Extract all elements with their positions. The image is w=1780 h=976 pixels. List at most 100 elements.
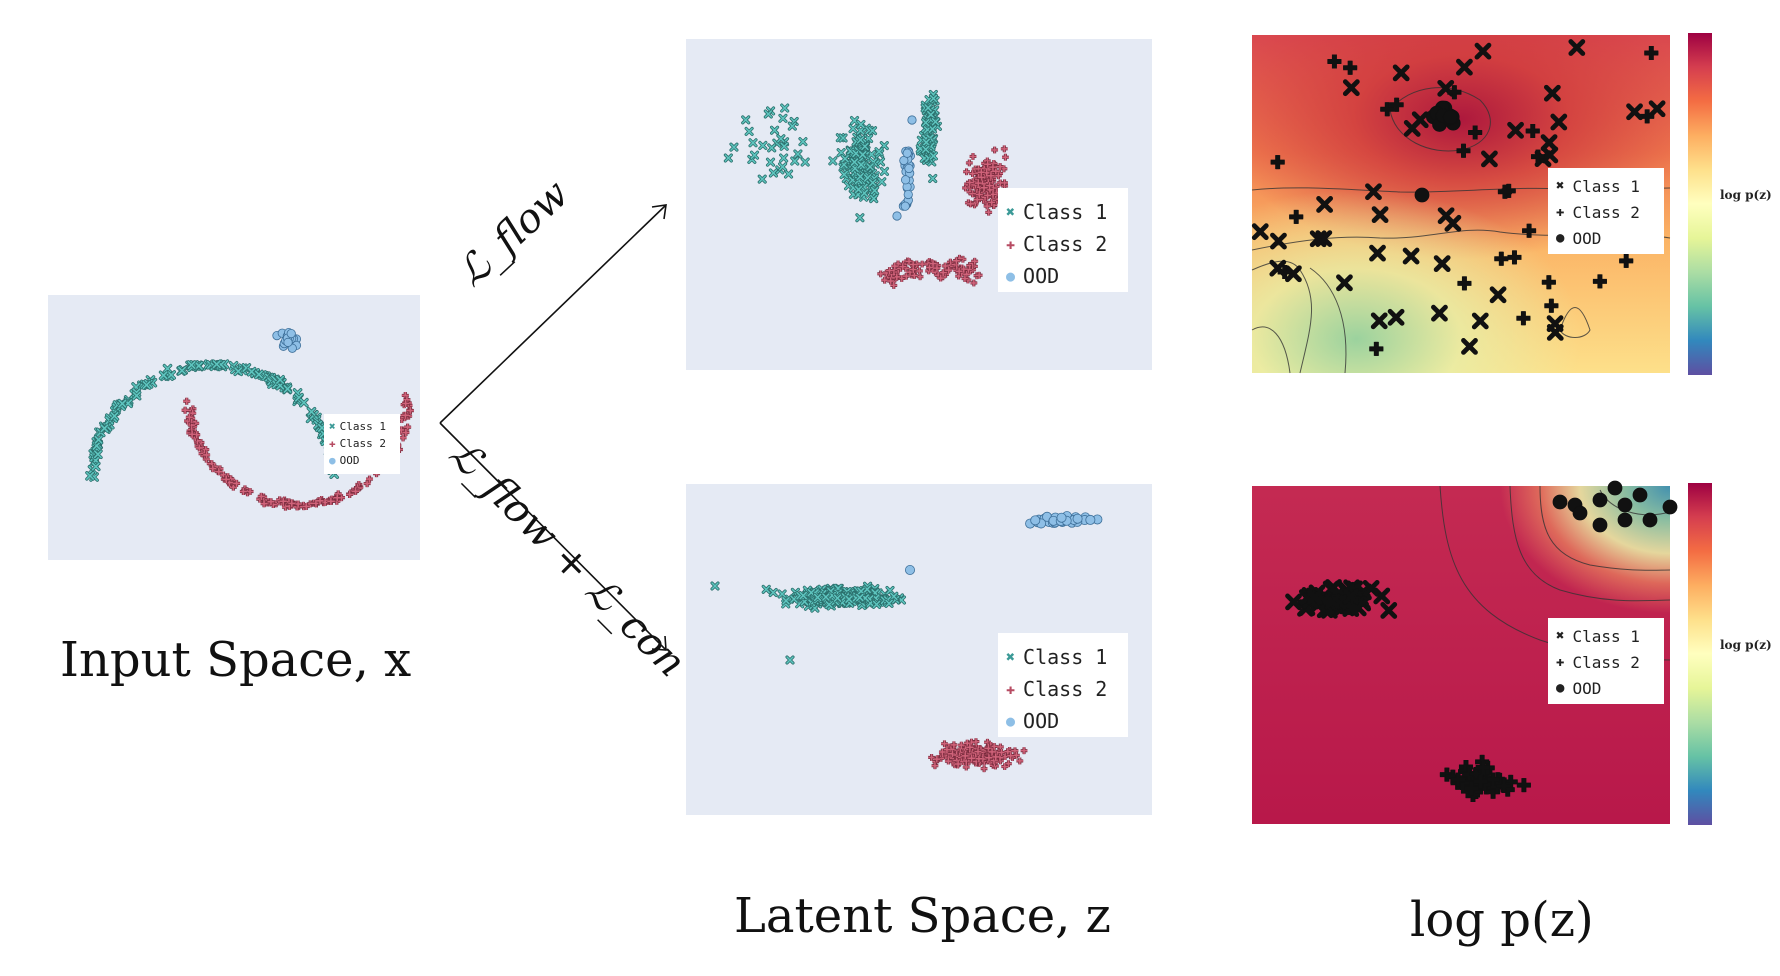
class2-point-fill	[1343, 60, 1358, 75]
class1-point-fill	[1472, 313, 1488, 329]
class1-point-fill	[307, 407, 316, 416]
class1-point	[246, 366, 257, 377]
class1-point	[306, 406, 317, 417]
class1-point	[757, 174, 767, 184]
class2-point	[1343, 60, 1358, 75]
class2-point	[1002, 153, 1009, 161]
class1-point-fill	[777, 135, 785, 143]
class2-point-fill	[1507, 250, 1522, 265]
legend-class2: Class 2	[339, 437, 386, 450]
class2-point	[188, 430, 196, 438]
class1-point	[870, 186, 880, 196]
caption-density: log p(z)	[1410, 892, 1594, 948]
class1-point	[162, 363, 173, 374]
class1-point-fill	[801, 158, 809, 166]
class1-point	[813, 592, 823, 602]
class1-point	[177, 365, 187, 376]
class1-point-fill	[875, 147, 883, 156]
class1-point	[93, 449, 103, 460]
class1-point	[186, 360, 197, 370]
class2-point	[333, 494, 341, 502]
density-contour	[1509, 485, 1671, 602]
class1-point	[777, 589, 787, 599]
class1-point	[851, 148, 861, 159]
class1-point-fill	[1649, 101, 1665, 117]
class2-point	[1000, 145, 1008, 153]
class2-point	[312, 499, 320, 507]
class1-point	[1402, 247, 1420, 265]
class1-point-fill	[730, 143, 738, 151]
ood-point	[903, 189, 913, 200]
class2-point	[1494, 251, 1509, 266]
class2-point-fill	[333, 494, 341, 502]
class1-point	[1543, 84, 1561, 102]
class1-point	[710, 581, 720, 591]
class2-point-fill	[1592, 274, 1607, 289]
class1-point	[798, 590, 808, 601]
class1-point	[1648, 100, 1666, 118]
class2-point-fill	[404, 423, 412, 431]
class1-point	[930, 117, 941, 127]
class1-point-fill	[788, 122, 797, 130]
class1-point	[761, 584, 771, 594]
ood-point	[900, 201, 910, 211]
class1-point	[844, 594, 854, 604]
class1-point	[855, 593, 865, 603]
class1-point-fill	[1456, 59, 1473, 75]
class1-point-fill	[852, 149, 860, 158]
ood-point	[283, 337, 293, 347]
ood-point	[1442, 109, 1458, 125]
class2-point	[963, 168, 970, 176]
class2-point-fill	[980, 765, 988, 773]
class1-point	[93, 434, 104, 445]
class1-point-fill	[283, 384, 292, 393]
class1-point-fill	[86, 471, 95, 480]
class1-point-fill	[100, 424, 109, 433]
class2-point	[402, 399, 410, 407]
class1-point-fill	[759, 141, 767, 150]
x-icon: ✖	[1556, 178, 1565, 194]
class2-point	[363, 480, 371, 488]
class1-point	[1546, 323, 1564, 341]
class1-point	[166, 370, 176, 380]
class1-point-fill	[799, 137, 807, 146]
class2-point-fill	[267, 498, 275, 506]
class2-point-fill	[185, 413, 193, 421]
class2-point	[991, 146, 999, 154]
class1-point	[793, 149, 803, 159]
class1-point-fill	[212, 360, 221, 369]
class1-point	[748, 138, 758, 148]
class1-point	[853, 185, 864, 195]
class2-point	[1522, 223, 1537, 238]
class1-point	[927, 124, 938, 134]
class1-point-fill	[1544, 85, 1560, 101]
class1-point	[860, 141, 870, 151]
class2-point-fill	[203, 451, 211, 459]
density-contour	[1251, 326, 1291, 374]
class1-point-fill	[1252, 224, 1268, 240]
class1-point-fill	[769, 169, 778, 177]
class1-point	[848, 124, 858, 134]
class1-point-fill	[854, 185, 863, 194]
class2-point-fill	[1002, 153, 1009, 161]
class1-point	[749, 150, 760, 160]
class1-point-fill	[194, 361, 203, 370]
class1-point	[1461, 337, 1478, 355]
class2-point	[267, 498, 275, 506]
class1-point	[1342, 79, 1360, 97]
class1-point-fill	[880, 167, 889, 176]
class1-point-fill	[167, 370, 176, 379]
x-icon: ✖	[1006, 203, 1016, 221]
class1-point-fill	[110, 411, 119, 420]
class2-point-fill	[1522, 223, 1537, 238]
class1-point-fill	[159, 371, 168, 380]
class1-point-fill	[878, 178, 886, 186]
class2-point-fill	[294, 500, 302, 508]
class2-point	[1327, 54, 1342, 69]
class1-point-fill	[931, 118, 940, 126]
class1-point-fill	[779, 154, 788, 162]
class1-point	[211, 359, 222, 370]
class1-point	[1371, 206, 1389, 224]
class1-point	[778, 113, 788, 123]
class1-point	[865, 162, 875, 172]
